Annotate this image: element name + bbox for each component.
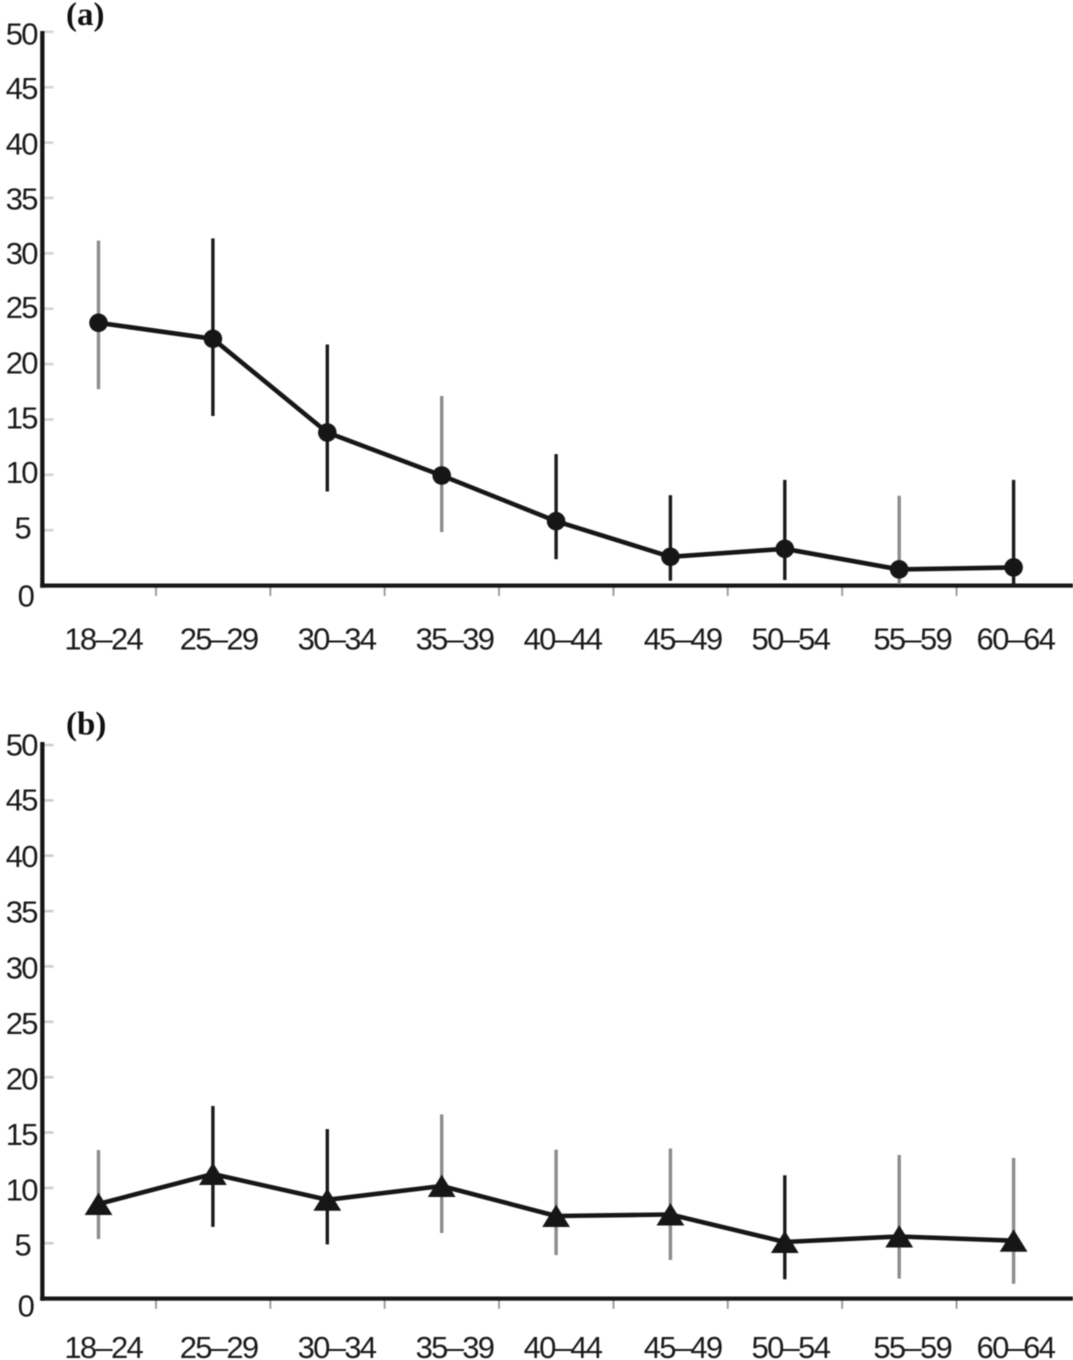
svg-text:(b): (b) xyxy=(66,707,106,743)
svg-text:25–29: 25–29 xyxy=(180,622,258,657)
svg-text:35: 35 xyxy=(6,181,38,216)
svg-text:45: 45 xyxy=(6,782,38,817)
svg-text:25–29: 25–29 xyxy=(180,1330,258,1360)
svg-text:55–59: 55–59 xyxy=(873,622,951,657)
svg-text:60–64: 60–64 xyxy=(977,1330,1056,1360)
svg-text:18–24: 18–24 xyxy=(64,622,143,657)
svg-text:40: 40 xyxy=(6,126,39,161)
svg-text:0: 0 xyxy=(18,578,35,613)
svg-text:20: 20 xyxy=(6,345,39,380)
svg-text:15: 15 xyxy=(6,1117,38,1152)
svg-text:45: 45 xyxy=(6,71,38,106)
svg-text:5: 5 xyxy=(14,510,30,545)
svg-text:45–49: 45–49 xyxy=(644,622,722,657)
svg-text:30–34: 30–34 xyxy=(298,622,377,657)
svg-text:15: 15 xyxy=(6,400,38,435)
svg-text:50–54: 50–54 xyxy=(752,622,831,657)
svg-text:40: 40 xyxy=(6,839,39,874)
svg-text:35: 35 xyxy=(6,894,38,929)
svg-text:50: 50 xyxy=(6,727,39,762)
svg-text:50–54: 50–54 xyxy=(752,1330,831,1360)
svg-text:40–44: 40–44 xyxy=(524,622,603,657)
svg-text:20: 20 xyxy=(6,1061,39,1096)
svg-text:30: 30 xyxy=(6,236,39,271)
svg-text:50: 50 xyxy=(6,16,39,51)
svg-text:40–44: 40–44 xyxy=(524,1330,603,1360)
svg-text:35–39: 35–39 xyxy=(416,1330,494,1360)
svg-text:45–49: 45–49 xyxy=(644,1330,722,1360)
svg-text:5: 5 xyxy=(14,1227,30,1262)
svg-text:25: 25 xyxy=(6,1006,38,1041)
svg-text:18–24: 18–24 xyxy=(64,1330,143,1360)
svg-text:10: 10 xyxy=(6,1172,39,1207)
svg-text:0: 0 xyxy=(18,1288,35,1323)
svg-text:55–59: 55–59 xyxy=(873,1330,951,1360)
svg-text:35–39: 35–39 xyxy=(416,622,494,657)
svg-text:(a): (a) xyxy=(66,0,104,33)
svg-text:30–34: 30–34 xyxy=(298,1330,377,1360)
svg-text:25: 25 xyxy=(6,290,38,325)
svg-text:10: 10 xyxy=(6,455,39,490)
svg-text:30: 30 xyxy=(6,950,39,985)
svg-text:60–64: 60–64 xyxy=(977,622,1056,657)
